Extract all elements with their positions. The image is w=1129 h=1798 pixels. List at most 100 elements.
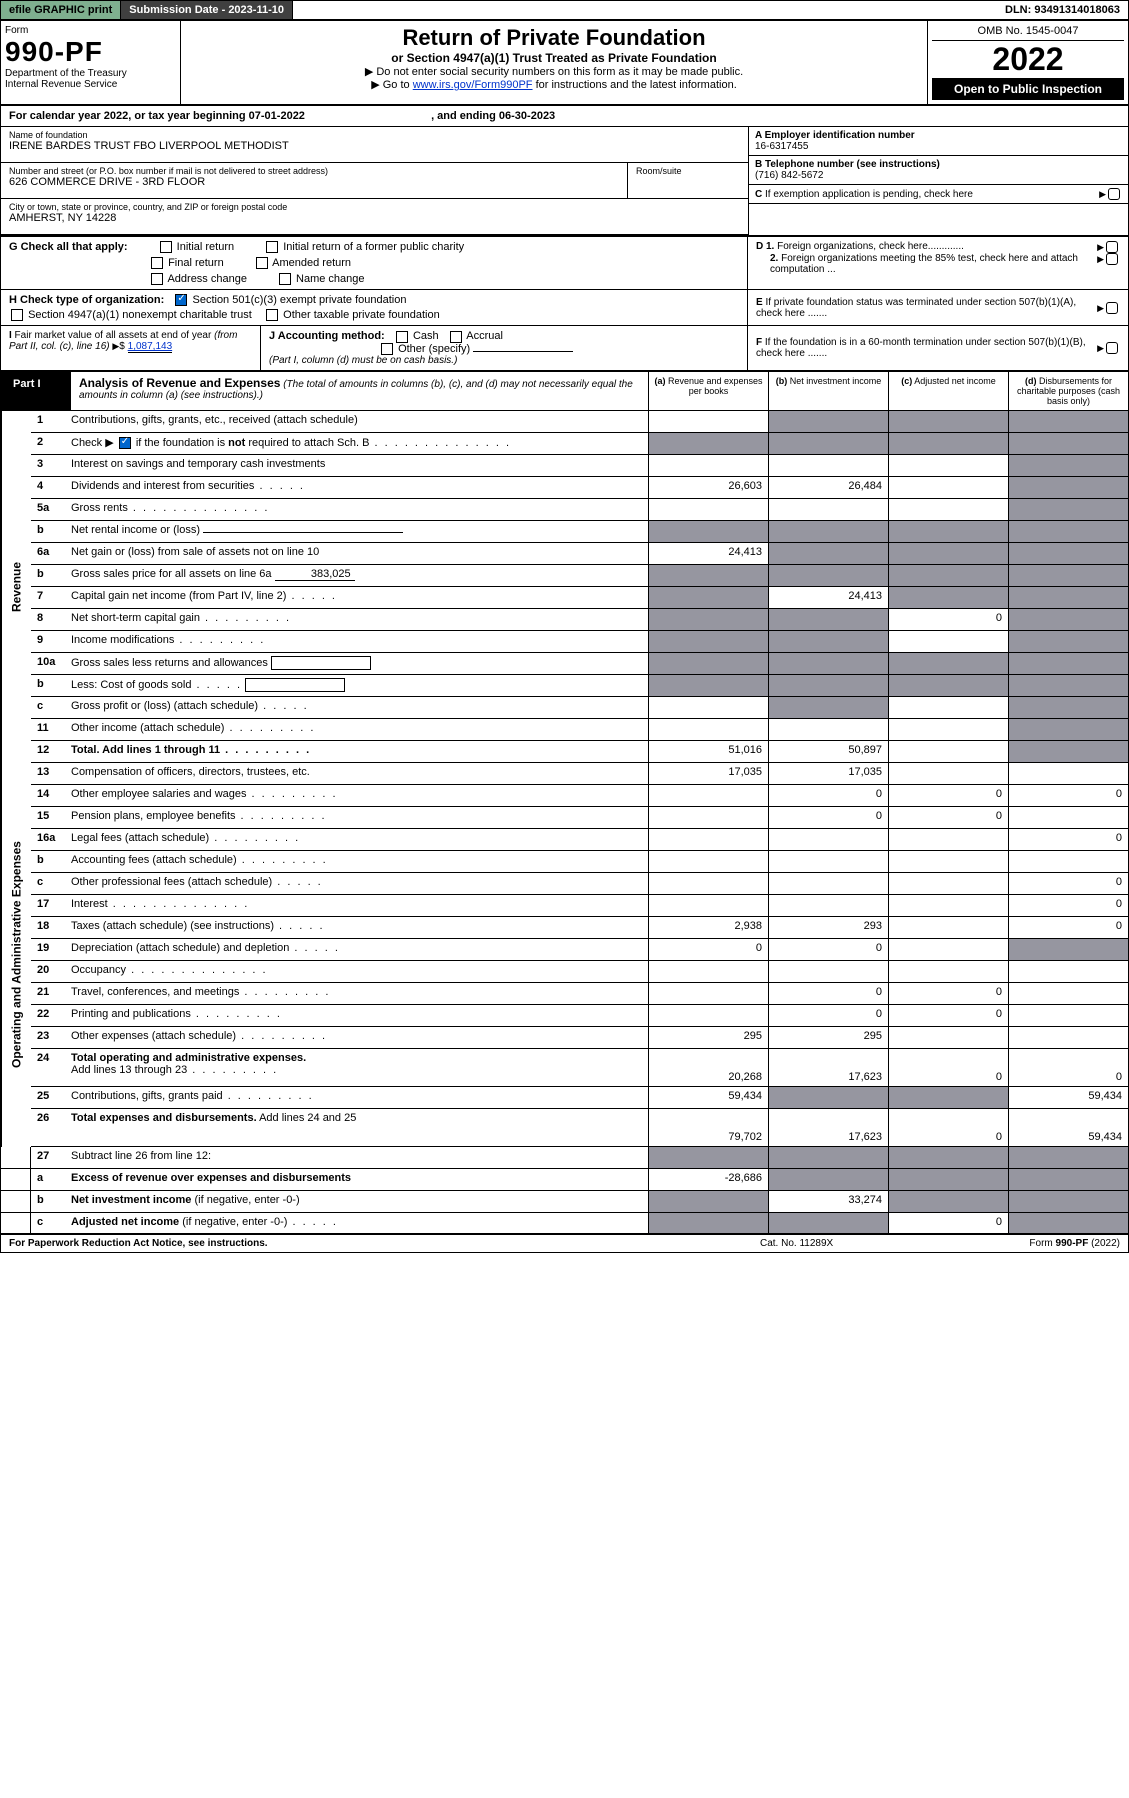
d2-checkbox[interactable] [1106,253,1118,265]
cell-a [648,1191,768,1212]
col-c-header: (c) Adjusted net income [888,372,1008,410]
d-right: D 1. Foreign organizations, check here..… [748,237,1128,289]
revenue-side-label: Revenue [1,411,31,763]
name-change-checkbox[interactable] [279,273,291,285]
row-num: 25 [31,1087,67,1108]
row-label: Other professional fees (attach schedule… [67,873,648,894]
arrow-icon [1097,253,1104,265]
cell-b: 17,623 [768,1109,888,1146]
cash-checkbox[interactable] [396,331,408,343]
accrual-checkbox[interactable] [450,331,462,343]
expenses-side-label: Operating and Administrative Expenses [1,763,31,1147]
other-taxable-label: Other taxable private foundation [283,309,440,321]
other-taxable-checkbox[interactable] [266,309,278,321]
cell-a [648,851,768,872]
cell-d: 0 [1008,785,1128,806]
cell-a [648,829,768,850]
part1-header: Part I Analysis of Revenue and Expenses … [1,372,1128,411]
cell-b: 0 [768,939,888,960]
row-num: a [31,1169,67,1190]
cell-c [888,411,1008,432]
cell-d [1008,983,1128,1004]
4947-label: Section 4947(a)(1) nonexempt charitable … [28,309,252,321]
header-center: Return of Private Foundation or Section … [181,21,928,104]
other-method-checkbox[interactable] [381,343,393,355]
dept-label: Department of the Treasury [5,68,176,79]
row-27c: c Adjusted net income (if negative, ente… [1,1213,1128,1235]
row-label: Other income (attach schedule) [67,719,648,740]
cell-d: 0 [1008,917,1128,938]
cell-d [1008,1213,1128,1233]
cell-b: 17,035 [768,763,888,784]
instr-post: for instructions and the latest informat… [533,79,737,91]
row-num: 24 [31,1049,67,1086]
row-num: b [31,521,67,542]
phone-value: (716) 842-5672 [755,170,1122,181]
info-left: Name of foundation IRENE BARDES TRUST FB… [1,127,748,235]
cell-b: 0 [768,1005,888,1026]
501c3-label: Section 501(c)(3) exempt private foundat… [192,294,406,306]
row-num: 2 [31,433,67,454]
cell-c: 0 [888,1005,1008,1026]
ijf-row: I Fair market value of all assets at end… [1,326,1128,371]
row-num: 5a [31,499,67,520]
row-num: 23 [31,1027,67,1048]
row-label: Depreciation (attach schedule) and deple… [67,939,648,960]
row-num: 9 [31,631,67,652]
amended-return-checkbox[interactable] [256,257,268,269]
initial-return-checkbox[interactable] [160,241,172,253]
final-return-checkbox[interactable] [151,257,163,269]
cell-a [648,895,768,916]
footer-mid: Cat. No. 11289X [760,1238,960,1249]
cell-c [888,653,1008,674]
addr-row: Number and street (or P.O. box number if… [1,163,748,199]
row-label: Gross rents [67,499,648,520]
row-label: Subtract line 26 from line 12: [67,1147,648,1168]
cell-c [888,433,1008,454]
row-num: 22 [31,1005,67,1026]
cell-b [768,829,888,850]
d1-checkbox[interactable] [1106,241,1118,253]
cell-a: 295 [648,1027,768,1048]
cell-c [888,631,1008,652]
row-num: 19 [31,939,67,960]
row-num: 8 [31,609,67,630]
501c3-checkbox[interactable] [175,294,187,306]
col-a-header: (a) Revenue and expenses per books [648,372,768,410]
cell-d [1008,587,1128,608]
row-5a: 5a Gross rents [31,499,1128,521]
phone-row: B Telephone number (see instructions) (7… [749,156,1128,185]
row-label: Income modifications [67,631,648,652]
cash-label: Cash [413,330,439,342]
row-label: Net rental income or (loss) [67,521,648,542]
cell-b [768,499,888,520]
efile-print-button[interactable]: efile GRAPHIC print [1,1,121,19]
cell-d [1008,1027,1128,1048]
row-label: Dividends and interest from securities [67,477,648,498]
row-label: Gross sales less returns and allowances [67,653,648,674]
row-11: 11 Other income (attach schedule) [31,719,1128,741]
4947-checkbox[interactable] [11,309,23,321]
i-value[interactable]: 1,087,143 [128,341,173,353]
initial-public-checkbox[interactable] [266,241,278,253]
accrual-label: Accrual [466,330,503,342]
name-change-label: Name change [296,273,365,285]
cell-d [1008,1191,1128,1212]
cell-d [1008,697,1128,718]
irs-link[interactable]: www.irs.gov/Form990PF [413,79,533,91]
cell-a [648,455,768,476]
cell-b [768,851,888,872]
row-label: Compensation of officers, directors, tru… [67,763,648,784]
form-label: Form [5,25,176,36]
c-row: C If exemption application is pending, c… [749,185,1128,204]
e-checkbox[interactable] [1106,302,1118,314]
row-12: 12 Total. Add lines 1 through 11 51,016 … [31,741,1128,763]
schb-checkbox[interactable] [119,437,131,449]
info-right: A Employer identification number 16-6317… [748,127,1128,235]
row-26: 26 Total expenses and disbursements. Add… [31,1109,1128,1147]
cell-a [648,609,768,630]
f-checkbox[interactable] [1106,342,1118,354]
address-change-checkbox[interactable] [151,273,163,285]
c-checkbox[interactable] [1108,188,1120,200]
row-label: Capital gain net income (from Part IV, l… [67,587,648,608]
